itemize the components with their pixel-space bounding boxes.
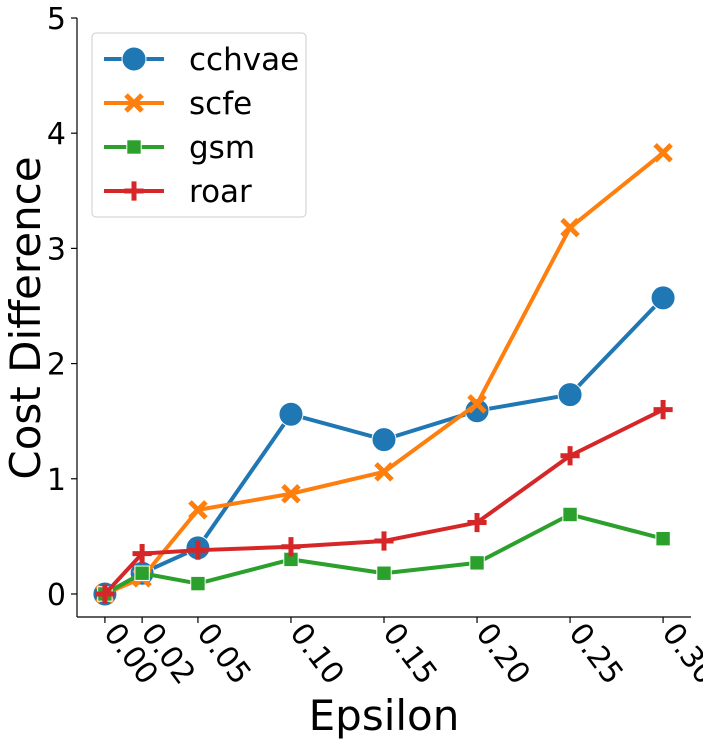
y-tick-label: 4 xyxy=(47,117,66,152)
legend-frame xyxy=(91,32,307,218)
data-point-roar xyxy=(467,512,487,533)
data-point-roar xyxy=(132,544,152,564)
x-tick-label: 0.10 xyxy=(283,617,351,691)
series-line-scfe xyxy=(102,150,666,596)
data-point-gsm xyxy=(376,565,392,581)
data-point-roar xyxy=(560,446,580,466)
y-tick-label: 5 xyxy=(47,2,66,37)
legend-item-scfe: scfe xyxy=(104,86,252,122)
legend-marker-scfe xyxy=(124,93,144,113)
legend-item-roar: roar xyxy=(104,174,252,210)
data-point-gsm xyxy=(190,575,206,592)
data-point-gsm xyxy=(562,506,578,523)
x-tick-label: 0.05 xyxy=(190,617,258,691)
legend-marker-roar xyxy=(124,181,144,201)
data-point-cchvae xyxy=(557,382,583,408)
data-point-roar xyxy=(653,400,673,420)
series-cchvae xyxy=(92,285,676,607)
x-axis-title: Epsilon xyxy=(309,691,460,740)
data-point-scfe xyxy=(467,394,487,414)
x-tick-label: 0.25 xyxy=(562,617,630,691)
legend-item-gsm: gsm xyxy=(104,130,255,166)
x-tick-label: 0.15 xyxy=(376,617,444,691)
y-tick-label: 2 xyxy=(47,348,66,383)
data-point-scfe xyxy=(653,143,673,163)
legend-marker-gsm xyxy=(126,139,142,155)
legend-marker-cchvae xyxy=(121,46,147,72)
legend-item-cchvae: cchvae xyxy=(104,42,299,78)
data-point-scfe xyxy=(560,217,580,238)
data-point-scfe xyxy=(374,462,394,482)
data-point-gsm xyxy=(134,565,150,581)
data-point-scfe xyxy=(281,483,301,504)
data-point-gsm xyxy=(469,555,485,571)
data-point-roar xyxy=(188,540,208,560)
y-tick-label: 3 xyxy=(47,232,66,267)
data-point-scfe xyxy=(188,500,208,520)
data-point-gsm xyxy=(655,530,671,547)
series-roar xyxy=(95,400,673,604)
series-layer xyxy=(92,143,676,607)
x-tick-label: 0.30 xyxy=(655,617,703,691)
legend-label-scfe: scfe xyxy=(189,86,252,122)
data-point-roar xyxy=(374,531,394,551)
y-axis-title: Cost Difference xyxy=(1,156,50,479)
legend-label-roar: roar xyxy=(189,174,252,210)
legend: cchvae scfe gsm roar xyxy=(91,32,307,218)
data-point-roar xyxy=(95,584,115,604)
legend-label-gsm: gsm xyxy=(189,130,255,166)
data-point-cchvae xyxy=(650,285,676,311)
x-tick-label: 0.20 xyxy=(469,617,537,691)
y-tick-label: 0 xyxy=(47,578,66,613)
data-point-cchvae xyxy=(278,401,304,427)
data-point-cchvae xyxy=(371,427,397,453)
y-tick-label: 1 xyxy=(47,463,66,498)
data-point-roar xyxy=(281,537,301,557)
series-line-gsm xyxy=(102,512,666,596)
legend-label-cchvae: cchvae xyxy=(189,42,299,78)
